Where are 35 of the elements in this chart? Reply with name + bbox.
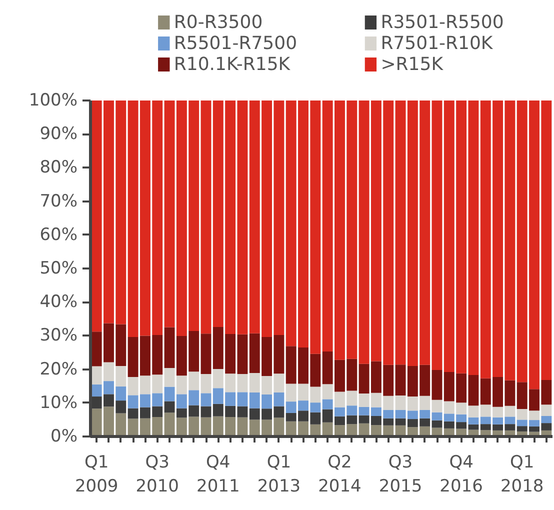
bar	[200, 393, 212, 406]
y-tick-label: 10%	[40, 392, 78, 413]
bar	[432, 370, 442, 400]
y-tick-label: 30%	[40, 326, 78, 346]
bar	[432, 412, 442, 420]
y-tick-label: 100%	[28, 90, 78, 110]
bar	[200, 374, 212, 394]
bar	[432, 420, 442, 428]
x-tick-label: Q2 2014	[318, 452, 362, 496]
y-tick-label: 80%	[40, 158, 78, 178]
y-tick-label: 20%	[40, 359, 78, 380]
bar	[432, 100, 442, 370]
bar	[200, 334, 212, 374]
legend-label: R7501-R10K	[380, 33, 494, 54]
x-tick-label: Q1 2018	[500, 452, 544, 496]
y-tick-label: 0%	[50, 426, 78, 446]
y-tick-label: 70%	[40, 191, 78, 212]
x-tick-label: Q1 2013	[257, 452, 301, 496]
bar	[200, 406, 212, 418]
legend-label: R3501-R5500	[380, 12, 504, 33]
y-tick-label: 40%	[40, 292, 78, 312]
x-tick-label: Q1 2009	[74, 452, 118, 496]
bar	[432, 400, 442, 412]
legend-label: R5501-R7500	[174, 33, 298, 54]
x-tick-label: Q4 2016	[440, 452, 483, 496]
bar	[200, 100, 212, 334]
x-tick-label: Q3 2010	[136, 452, 179, 496]
legend-label: R10.1K-R15K	[174, 54, 292, 75]
legend-label: >R15K	[380, 54, 444, 75]
y-tick-label: 60%	[40, 224, 78, 245]
x-tick-label: Q3 2015	[378, 452, 422, 496]
y-tick-label: 90%	[40, 124, 78, 144]
x-tick-label: Q4 2011	[196, 452, 240, 496]
y-tick-label: 50%	[40, 258, 78, 278]
legend-label: R0-R3500	[174, 12, 263, 33]
